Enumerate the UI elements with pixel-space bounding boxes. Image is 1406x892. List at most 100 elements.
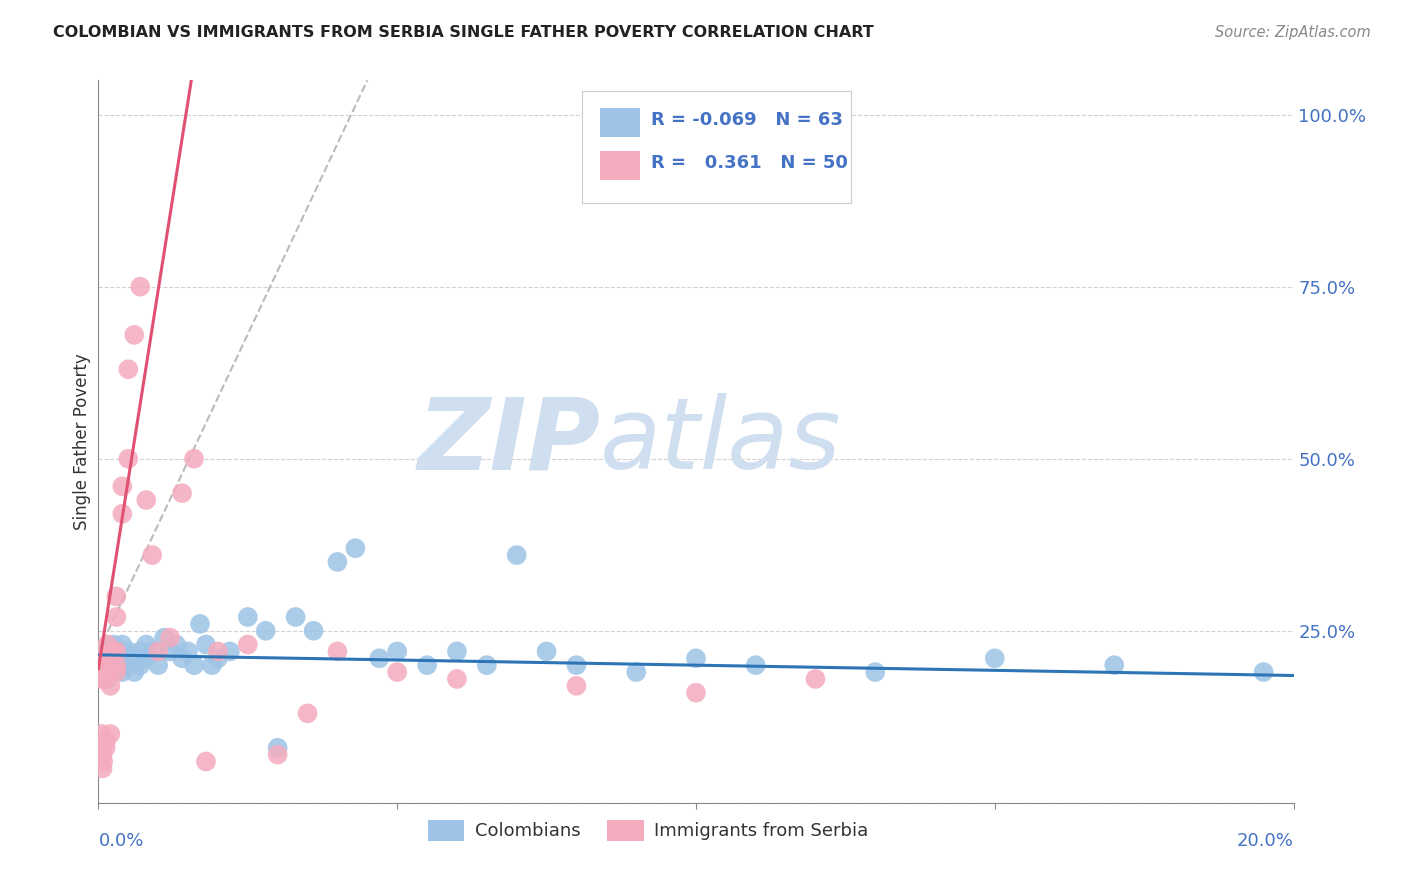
Point xyxy=(148,644,170,658)
Point xyxy=(129,644,152,658)
Text: Source: ZipAtlas.com: Source: ZipAtlas.com xyxy=(1215,25,1371,40)
Point xyxy=(326,555,349,569)
Point xyxy=(236,638,259,652)
Point xyxy=(103,644,125,658)
Point xyxy=(90,651,112,665)
Text: R = -0.069   N = 63: R = -0.069 N = 63 xyxy=(651,111,842,129)
Point xyxy=(98,644,122,658)
Point xyxy=(267,740,290,755)
Point xyxy=(135,638,157,652)
Point xyxy=(685,651,707,665)
Point xyxy=(98,658,122,673)
Point xyxy=(385,665,409,679)
Point xyxy=(135,493,157,508)
Point xyxy=(105,590,128,604)
Point xyxy=(93,651,115,665)
FancyBboxPatch shape xyxy=(582,91,852,203)
Point xyxy=(124,665,146,679)
Point xyxy=(368,651,391,665)
Point xyxy=(91,747,114,762)
Point xyxy=(93,665,115,679)
Point xyxy=(105,644,128,658)
Point xyxy=(93,665,115,679)
Y-axis label: Single Father Poverty: Single Father Poverty xyxy=(73,353,91,530)
Text: 0.0%: 0.0% xyxy=(98,831,143,850)
Point xyxy=(148,658,170,673)
Point xyxy=(105,665,128,679)
Point xyxy=(626,665,648,679)
Point xyxy=(124,327,146,342)
Point xyxy=(536,644,558,658)
Point xyxy=(1104,658,1126,673)
Point xyxy=(105,658,128,673)
Text: atlas: atlas xyxy=(600,393,842,490)
Point xyxy=(284,610,307,624)
Point xyxy=(105,651,128,665)
Point xyxy=(177,644,200,658)
Point xyxy=(416,658,439,673)
Point xyxy=(385,644,409,658)
Text: R =   0.361   N = 50: R = 0.361 N = 50 xyxy=(651,154,848,172)
Point xyxy=(96,651,118,665)
Point xyxy=(111,479,134,493)
Point xyxy=(865,665,887,679)
Point xyxy=(91,761,114,775)
Point xyxy=(135,651,157,665)
Point xyxy=(105,610,128,624)
Point xyxy=(93,672,115,686)
Point xyxy=(804,672,827,686)
Text: 20.0%: 20.0% xyxy=(1237,831,1294,850)
Point xyxy=(183,658,205,673)
Point xyxy=(302,624,325,638)
Point xyxy=(108,658,131,673)
Point xyxy=(98,727,122,741)
Point xyxy=(111,665,134,679)
Point xyxy=(90,658,112,673)
Point xyxy=(219,644,242,658)
Point xyxy=(236,610,259,624)
Point xyxy=(89,665,111,679)
Point xyxy=(153,631,176,645)
Point xyxy=(94,658,117,673)
Bar xyxy=(600,151,640,180)
Legend: Colombians, Immigrants from Serbia: Colombians, Immigrants from Serbia xyxy=(420,813,876,848)
Point xyxy=(105,665,128,679)
Point xyxy=(91,755,114,769)
Point xyxy=(93,644,115,658)
Point xyxy=(111,651,134,665)
Point xyxy=(207,651,229,665)
Point xyxy=(745,658,768,673)
Point xyxy=(111,638,134,652)
Point xyxy=(267,747,290,762)
Point xyxy=(129,279,152,293)
Point xyxy=(96,651,118,665)
Point xyxy=(90,672,112,686)
Point xyxy=(475,658,498,673)
Point xyxy=(103,638,125,652)
Point xyxy=(96,734,118,748)
Point xyxy=(984,651,1007,665)
Point xyxy=(124,651,146,665)
Point xyxy=(117,658,139,673)
Point xyxy=(446,644,468,658)
Point xyxy=(207,644,229,658)
Point xyxy=(94,740,117,755)
Point xyxy=(1253,665,1275,679)
Point xyxy=(172,651,194,665)
Point xyxy=(565,679,588,693)
Text: COLOMBIAN VS IMMIGRANTS FROM SERBIA SINGLE FATHER POVERTY CORRELATION CHART: COLOMBIAN VS IMMIGRANTS FROM SERBIA SING… xyxy=(53,25,875,40)
Point xyxy=(117,362,139,376)
Point xyxy=(91,651,114,665)
Point xyxy=(105,644,128,658)
Point xyxy=(90,658,112,673)
Point xyxy=(117,644,139,658)
Point xyxy=(297,706,319,721)
Point xyxy=(254,624,277,638)
Point xyxy=(685,686,707,700)
Point xyxy=(96,672,118,686)
Point xyxy=(117,451,139,466)
Point xyxy=(195,755,218,769)
Text: ZIP: ZIP xyxy=(418,393,600,490)
Point xyxy=(98,679,122,693)
Point xyxy=(506,548,529,562)
